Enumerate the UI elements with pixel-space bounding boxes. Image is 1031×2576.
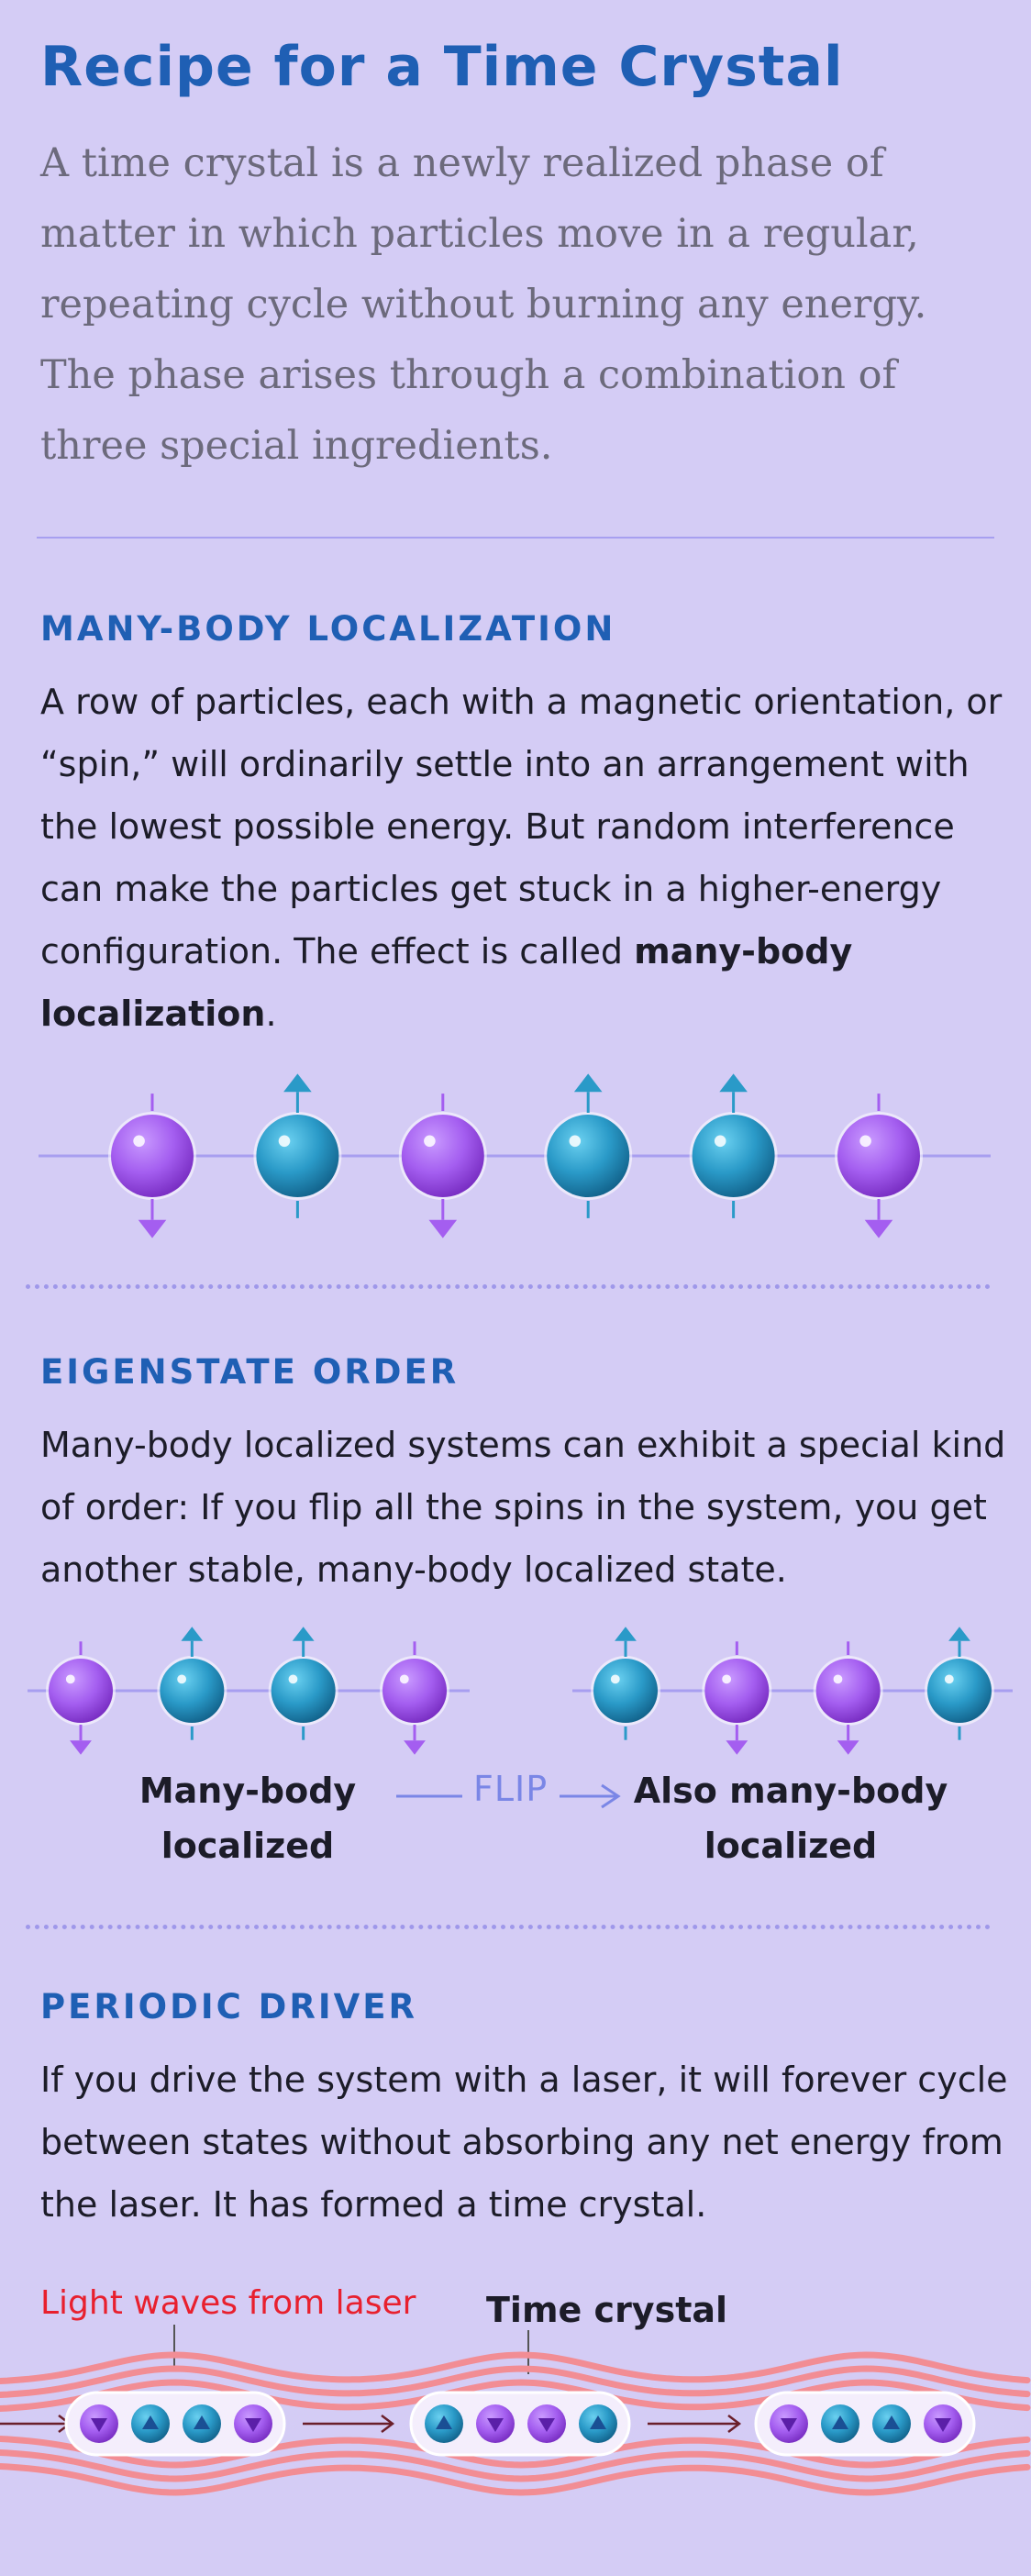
triangle-down-icon xyxy=(487,2418,504,2432)
spin-particle-up xyxy=(268,1627,338,1740)
page-title: Recipe for a Time Crystal xyxy=(40,35,844,99)
crystal-particle-down xyxy=(80,2404,118,2443)
spin-particle-down xyxy=(380,1641,449,1755)
crystal-particle-down xyxy=(924,2404,962,2443)
triangle-down-icon xyxy=(935,2418,951,2432)
arrow-down-icon xyxy=(138,1219,167,1238)
time-crystal-group xyxy=(409,2391,631,2457)
crystal-particle-down xyxy=(476,2404,515,2443)
triangle-down-icon xyxy=(781,2418,797,2432)
section-heading-eigenstate: EIGENSTATE ORDER xyxy=(40,1352,460,1392)
section-divider-1 xyxy=(26,1284,991,1289)
triangle-down-icon xyxy=(538,2418,555,2432)
time-crystal-label: Time crystal xyxy=(486,2290,728,2330)
arrow-up-icon xyxy=(719,1073,748,1093)
bold-term: many-body localization xyxy=(40,931,853,1034)
crystal-particle-up xyxy=(821,2404,859,2443)
section-heading-localization: MANY-BODY LOCALIZATION xyxy=(40,609,616,649)
title-divider xyxy=(37,537,994,539)
laser-waves xyxy=(0,2351,1031,2496)
left-state-caption: Many-body localized xyxy=(139,1771,357,1866)
arrow-up-icon xyxy=(948,1627,970,1641)
section-body-localization: A row of particles, each with a magnetic… xyxy=(40,682,1003,1034)
arrow-up-icon xyxy=(283,1073,312,1093)
crystal-particle-down xyxy=(234,2404,272,2443)
crystal-particle-up xyxy=(131,2404,170,2443)
arrow-down-icon xyxy=(837,1740,859,1755)
eigenstate-diagram xyxy=(28,1627,1013,1755)
triangle-up-icon xyxy=(436,2415,452,2429)
flip-arrow xyxy=(396,1783,621,1809)
spin-particle-up xyxy=(689,1073,778,1218)
triangle-up-icon xyxy=(142,2415,159,2429)
crystal-particle-up xyxy=(183,2404,221,2443)
arrow-up-icon xyxy=(181,1627,204,1641)
triangle-up-icon xyxy=(194,2415,210,2429)
time-crystal-group xyxy=(64,2391,286,2457)
spin-particle-down xyxy=(398,1094,487,1238)
triangle-up-icon xyxy=(883,2415,900,2429)
arrow-down-icon xyxy=(726,1740,748,1755)
time-crystal-group xyxy=(754,2391,976,2457)
arrow-up-icon xyxy=(292,1627,315,1641)
triangle-down-icon xyxy=(245,2418,261,2432)
flip-label: FLIP xyxy=(473,1769,549,1809)
spin-particle-up xyxy=(544,1073,633,1218)
section-body-eigenstate: Many-body localized systems can exhibit … xyxy=(40,1425,1006,1590)
section-body-periodic-driver: If you drive the system with a laser, it… xyxy=(40,2060,1008,2225)
spin-particle-down xyxy=(702,1641,772,1755)
arrow-down-icon xyxy=(70,1740,92,1755)
spin-chain-diagram xyxy=(39,1073,991,1238)
spin-particle-down xyxy=(108,1094,196,1238)
spin-particle-down xyxy=(835,1094,923,1238)
triangle-down-icon xyxy=(91,2418,107,2432)
spin-particle-down xyxy=(46,1641,116,1755)
triangle-up-icon xyxy=(832,2415,848,2429)
crystal-particle-down xyxy=(770,2404,808,2443)
arrow-up-icon xyxy=(615,1627,637,1641)
arrow-down-icon xyxy=(864,1219,893,1238)
spin-particle-down xyxy=(813,1641,883,1755)
arrow-down-icon xyxy=(404,1740,426,1755)
intro-paragraph: A time crystal is a newly realized phase… xyxy=(40,140,927,469)
section-divider-2 xyxy=(26,1925,991,1929)
spin-particle-up xyxy=(253,1073,342,1218)
crystal-particle-down xyxy=(527,2404,566,2443)
spin-particle-up xyxy=(591,1627,660,1740)
spin-particle-up xyxy=(925,1627,994,1740)
laser-label: Light waves from laser xyxy=(40,2284,416,2322)
section-heading-periodic-driver: PERIODIC DRIVER xyxy=(40,1987,417,2026)
crystal-particle-up xyxy=(579,2404,617,2443)
spin-particle-up xyxy=(157,1627,227,1740)
crystal-particle-up xyxy=(872,2404,911,2443)
time-crystal-diagram xyxy=(0,2325,1031,2496)
crystal-particle-up xyxy=(425,2404,463,2443)
arrow-up-icon xyxy=(573,1073,603,1093)
triangle-up-icon xyxy=(590,2415,606,2429)
arrow-down-icon xyxy=(428,1219,458,1238)
right-state-caption: Also many-body localized xyxy=(633,1771,948,1866)
